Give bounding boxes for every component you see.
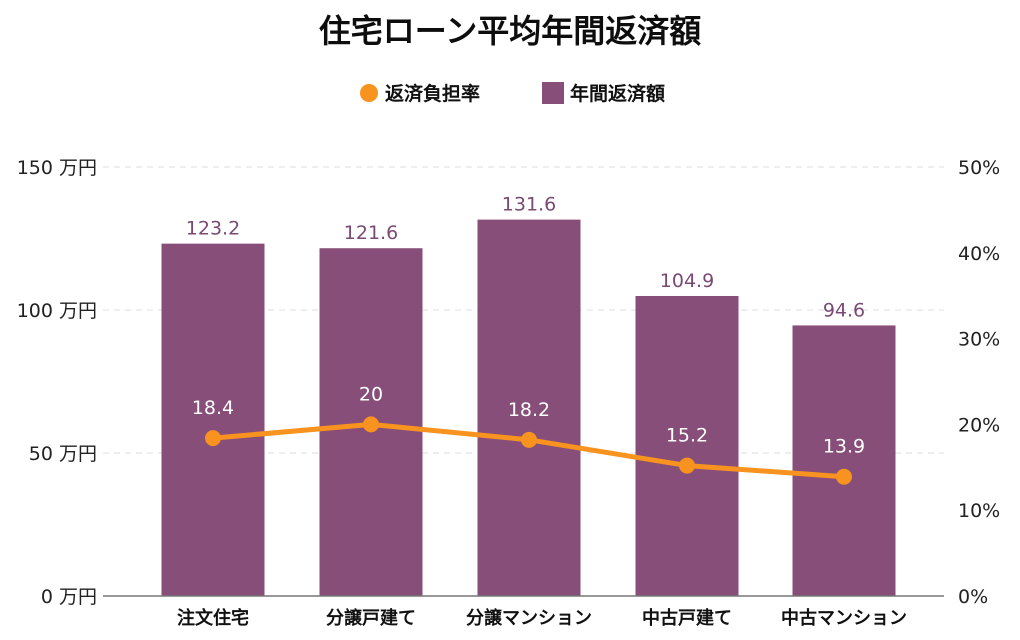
legend-marker-line: [360, 84, 378, 102]
bar-data-label: 104.9: [660, 270, 714, 292]
line-data-label: 20: [359, 383, 383, 405]
left-tick-label: 150 万円: [17, 157, 97, 179]
left-tick-label: 50 万円: [29, 443, 97, 465]
right-axis: 0% 10% 20% 30% 40% 50%: [958, 157, 1000, 608]
bar: [792, 325, 896, 596]
right-tick-label: 10%: [958, 500, 1000, 522]
chart-title: 住宅ローン平均年間返済額: [319, 12, 701, 50]
right-tick-label: 30%: [958, 329, 1000, 351]
bar-data-label: 123.2: [186, 218, 240, 240]
right-tick-label: 50%: [958, 157, 1000, 179]
left-tick-label: 100 万円: [17, 300, 97, 322]
line-point: [363, 416, 379, 433]
line-point: [521, 431, 537, 448]
right-tick-label: 20%: [958, 414, 1000, 436]
category-label: 注文住宅: [177, 607, 249, 629]
line-data-label: 15.2: [666, 425, 708, 447]
bar: [161, 243, 265, 596]
bar: [635, 295, 739, 596]
category-label: 分譲戸建て: [326, 607, 416, 629]
bar-data-label: 94.6: [823, 299, 865, 321]
bar-series: 123.2 121.6 131.6 104.9 94.6: [161, 194, 896, 596]
bar: [477, 219, 581, 596]
right-tick-label: 0%: [958, 586, 988, 608]
line-series: 18.4 20 18.2 15.2 13.9: [192, 383, 865, 485]
bar-data-label: 121.6: [344, 222, 398, 244]
category-label: 分譲マンション: [466, 607, 592, 629]
line-point: [836, 468, 852, 485]
line-point: [205, 430, 221, 447]
legend: 返済負担率 年間返済額: [360, 82, 665, 105]
left-tick-label: 0 万円: [41, 586, 97, 608]
legend-label: 返済負担率: [385, 82, 480, 105]
left-axis: 0 万円 50 万円 100 万円 150 万円: [17, 157, 97, 608]
line-data-label: 18.4: [192, 397, 234, 419]
legend-marker-bar: [542, 82, 564, 104]
line-data-label: 13.9: [823, 436, 865, 458]
right-tick-label: 40%: [958, 243, 1000, 265]
line-point: [679, 457, 695, 474]
category-label: 中古戸建て: [642, 607, 732, 629]
bar-data-label: 131.6: [502, 194, 556, 216]
category-axis: 注文住宅 分譲戸建て 分譲マンション 中古戸建て 中古マンション: [177, 607, 907, 629]
category-label: 中古マンション: [781, 607, 907, 629]
line-data-label: 18.2: [508, 399, 550, 421]
legend-label: 年間返済額: [570, 82, 665, 105]
